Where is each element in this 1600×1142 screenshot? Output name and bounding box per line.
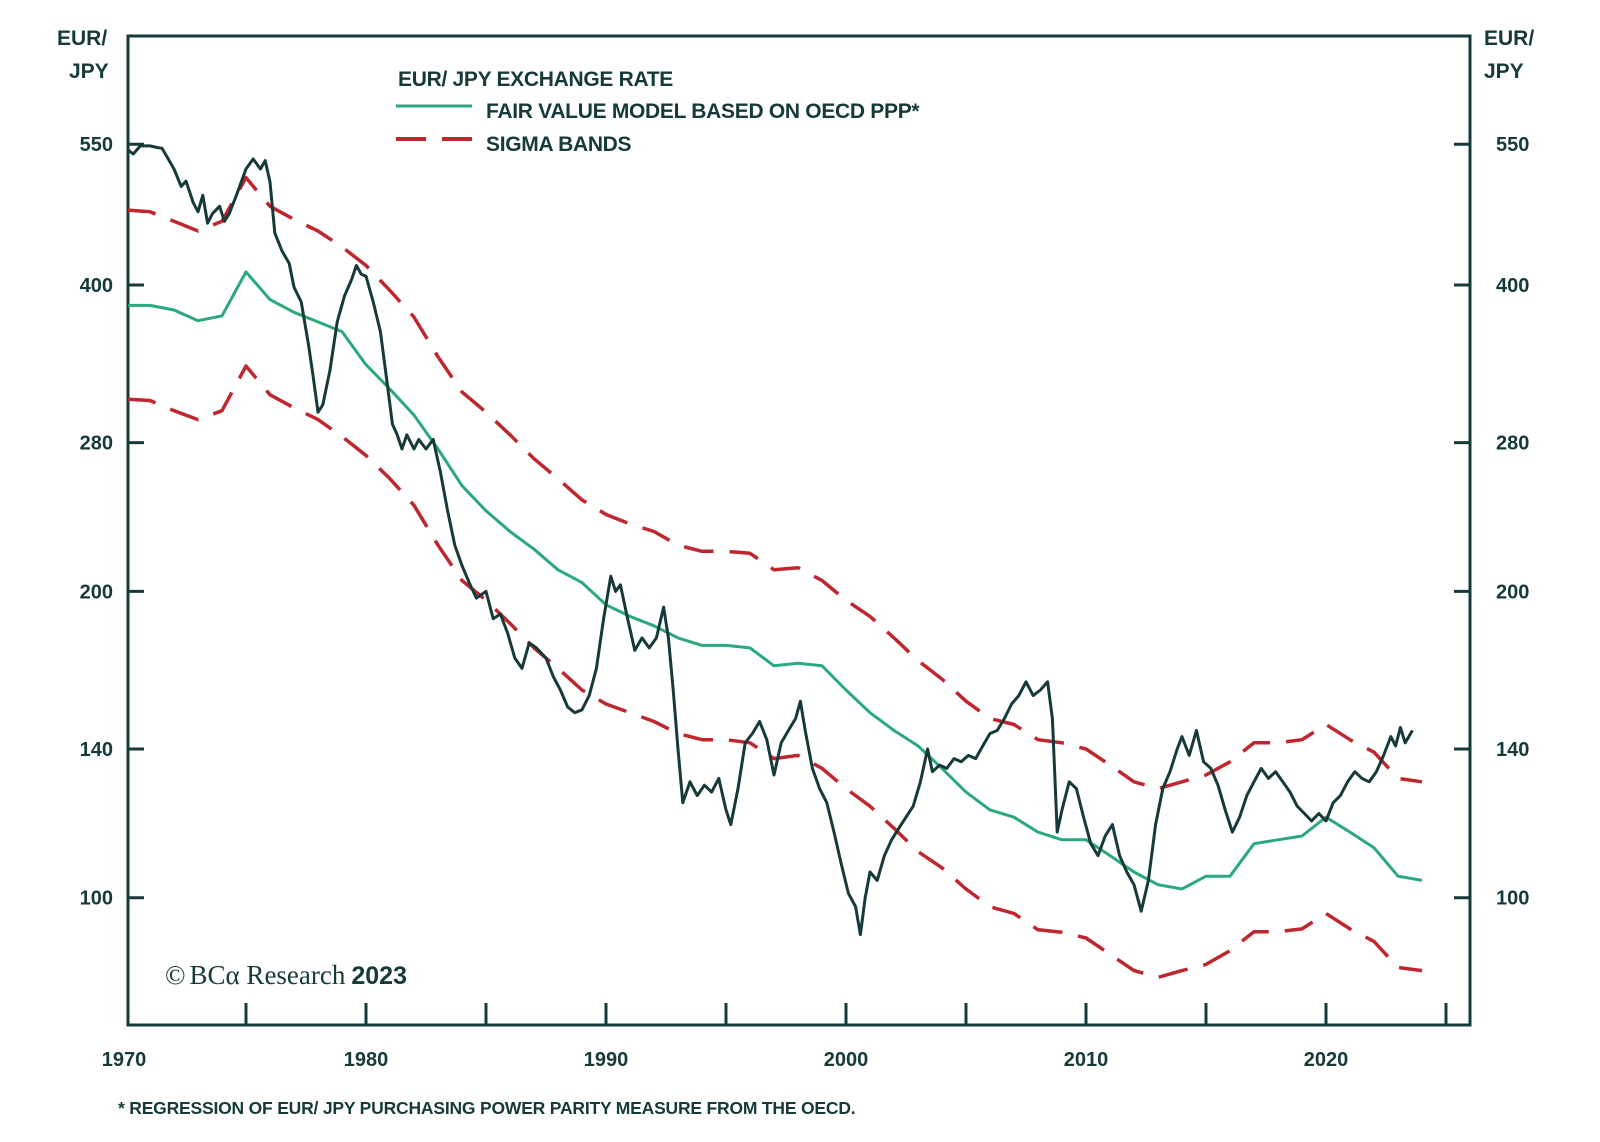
legend-label-sigma-bands: SIGMA BANDS (486, 133, 632, 156)
left-axis-title-line1: EUR/ (57, 27, 107, 50)
copyright-watermark: © BCα Research 2023 (165, 960, 407, 990)
series-sigma-lower-line (128, 364, 1423, 980)
x-tick-label: 2000 (824, 1049, 869, 1071)
x-axis-ticks: 1970 1980 1990 2000 2010 2020 (102, 1003, 1448, 1071)
copyright-brand: BCα Research (190, 960, 346, 990)
legend-label-exchange-rate: EUR/ JPY EXCHANGE RATE (398, 68, 673, 91)
y-tick-label-right: 400 (1496, 275, 1529, 297)
y-tick-label-right: 280 (1496, 433, 1529, 455)
plot-border (126, 34, 1472, 1027)
left-axis-title-line2: JPY (69, 60, 109, 83)
x-tick-label: 2020 (1304, 1049, 1349, 1071)
copyright-symbol: © (165, 960, 186, 990)
right-axis-title-line2: JPY (1484, 60, 1524, 83)
series-fair-value-line (128, 270, 1423, 891)
y-tick-label-left: 550 (80, 134, 113, 156)
x-tick-label: 1970 (102, 1049, 147, 1071)
y-tick-label-right: 550 (1496, 134, 1529, 156)
copyright-year: 2023 (351, 962, 407, 990)
legend: EUR/ JPY EXCHANGE RATE FAIR VALUE MODEL … (396, 68, 921, 156)
legend-label-fair-value: FAIR VALUE MODEL BASED ON OECD PPP* (486, 100, 920, 123)
y-tick-label-left: 100 (80, 888, 113, 910)
copyright-text: © BCα Research 2023 (165, 960, 407, 990)
series-sigma-upper-line (128, 175, 1423, 791)
y-tick-label-right: 100 (1496, 888, 1529, 910)
y-tick-label-left: 140 (80, 739, 113, 761)
series-exchange-rate-line (128, 144, 1414, 937)
series-layer (128, 144, 1423, 980)
y-tick-label-right: 140 (1496, 739, 1529, 761)
x-tick-label: 1980 (344, 1049, 389, 1071)
footnote: * REGRESSION OF EUR/ JPY PURCHASING POWE… (118, 1098, 856, 1118)
y-tick-label-right: 200 (1496, 581, 1529, 603)
y-tick-label-left: 280 (80, 433, 113, 455)
x-tick-label: 1990 (584, 1049, 629, 1071)
right-axis-title-line1: EUR/ (1484, 27, 1534, 50)
y-axis-ticks: 550 550 400 400 280 280 200 200 140 140 100 100 (80, 134, 1530, 909)
x-tick-label: 2010 (1064, 1049, 1109, 1071)
y-tick-label-left: 200 (80, 581, 113, 603)
plot-frame (126, 34, 1472, 1027)
y-tick-label-left: 400 (80, 275, 113, 297)
